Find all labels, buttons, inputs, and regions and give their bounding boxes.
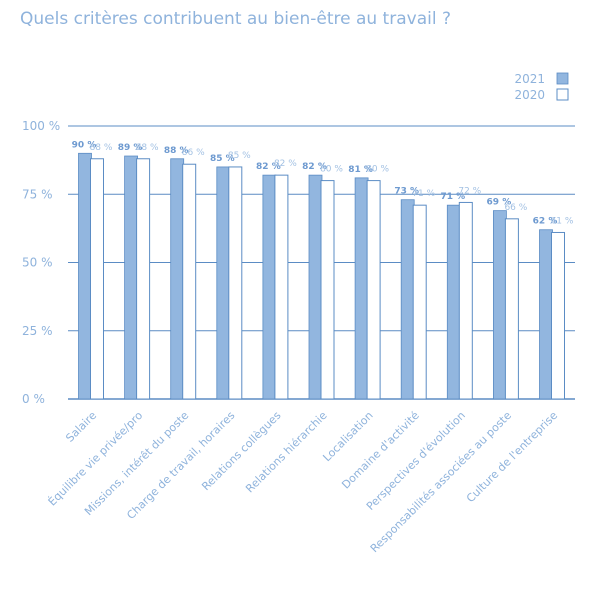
data-label-2020: 82 %: [274, 159, 297, 169]
bar-2020: [136, 158, 151, 400]
data-label-2020: 86 %: [182, 148, 205, 158]
data-label-2021: 82 %: [302, 162, 327, 172]
bar-2020: [228, 166, 243, 400]
bar-2020: [412, 204, 427, 400]
legend-swatch-2021: [556, 72, 569, 85]
x-tick-label: Domaine d'activité: [339, 409, 422, 492]
bar-2020: [182, 163, 197, 400]
bar-2021: [354, 177, 369, 400]
chart-title: Quels critères contribuent au bien-être …: [20, 9, 451, 29]
y-tick-label: 100 %: [22, 119, 60, 133]
x-tick-label: Équilibre vie privée/pro: [46, 409, 146, 509]
data-label-2020: 88 %: [136, 143, 159, 153]
bar-2021: [308, 174, 323, 400]
bar-2021: [216, 166, 231, 400]
data-label-2021: 90 %: [72, 140, 97, 150]
legend-swatch-2020: [556, 88, 569, 101]
data-label-2021: 62 %: [533, 217, 558, 227]
x-tick-label: Relations hiérarchie: [243, 409, 330, 496]
data-label-2020: 88 %: [90, 143, 113, 153]
data-label-2020: 61 %: [551, 216, 574, 226]
legend-label-2021: 2021: [514, 72, 545, 86]
bar-2021: [539, 229, 553, 400]
data-label-2021: 81 %: [348, 165, 373, 175]
bar-2021: [78, 152, 92, 400]
x-tick-label: Culture de l'entreprise: [464, 409, 560, 505]
data-label-2020: 72 %: [458, 186, 481, 196]
bar-2020: [320, 180, 335, 400]
bar-2020: [366, 180, 381, 400]
bar-2021: [262, 174, 277, 400]
x-tick-label: Salaire: [63, 409, 99, 445]
legend-label-2020: 2020: [514, 88, 545, 102]
bar-2020: [274, 174, 289, 400]
bar-2020: [458, 201, 473, 400]
y-tick-label: 25 %: [22, 324, 53, 338]
data-label-2021: 69 %: [487, 198, 512, 208]
data-label-2021: 89 %: [118, 143, 143, 153]
data-label-2020: 80 %: [320, 165, 343, 175]
y-tick-label: 75 %: [22, 187, 53, 201]
bar-2021: [170, 158, 185, 400]
data-label-2020: 66 %: [504, 203, 527, 213]
data-label-2020: 80 %: [366, 165, 389, 175]
bar-2020: [90, 158, 104, 400]
bar-2021: [446, 204, 461, 400]
data-label-2021: 88 %: [164, 146, 189, 156]
y-tick-label: 0 %: [22, 392, 45, 406]
y-tick-label: 50 %: [22, 256, 53, 270]
bar-2021: [124, 155, 138, 400]
x-tick-label: Relations collègues: [199, 409, 283, 493]
bar-2021: [492, 210, 507, 400]
data-label-2021: 73 %: [394, 187, 419, 197]
data-label-2020: 85 %: [228, 151, 251, 161]
data-label-2021: 71 %: [440, 192, 465, 202]
data-label-2021: 85 %: [210, 154, 235, 164]
data-label-2021: 82 %: [256, 162, 281, 172]
bar-2020: [551, 231, 565, 400]
bar-2020: [504, 218, 519, 400]
data-label-2020: 71 %: [412, 189, 435, 199]
bar-2021: [400, 199, 415, 400]
